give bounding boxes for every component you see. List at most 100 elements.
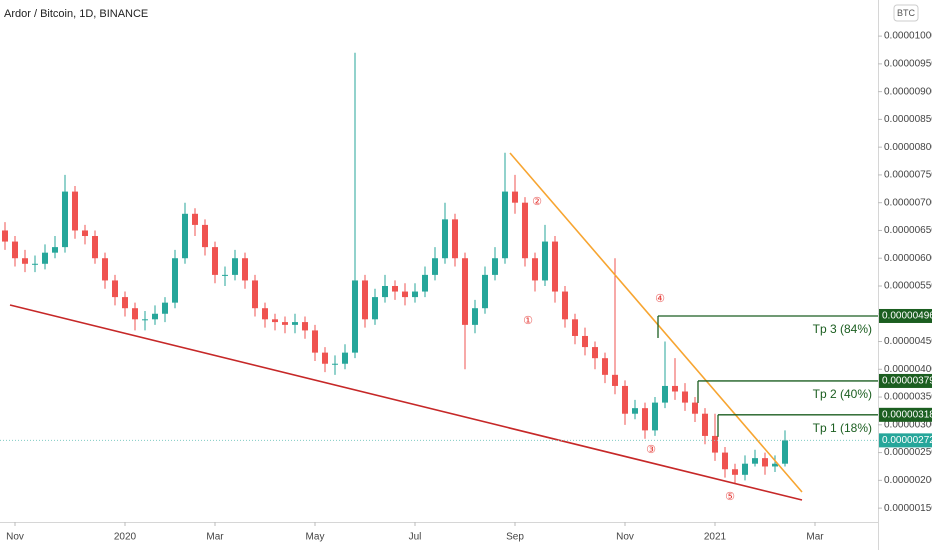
candle-body	[722, 452, 728, 470]
candle-body	[782, 440, 788, 464]
candle-body	[52, 247, 58, 253]
y-tick-label: 0.00000250	[884, 447, 932, 458]
candle-body	[582, 335, 588, 348]
candle-body	[712, 435, 718, 453]
x-tick-label: Mar	[206, 532, 224, 543]
x-tick-label: Nov	[616, 532, 634, 543]
candle-body	[502, 191, 508, 259]
x-tick-label: Sep	[506, 532, 524, 543]
candle-body	[132, 308, 138, 320]
candle-body	[362, 280, 368, 320]
candle-body	[652, 402, 658, 431]
candle-body	[62, 191, 68, 248]
y-tick-label: 0.00000350	[884, 392, 932, 403]
last-price-badge	[879, 433, 932, 448]
candle-body	[602, 358, 608, 375]
candle-body	[172, 258, 178, 303]
resistance-trendline	[509, 152, 803, 493]
candle-body	[182, 213, 188, 259]
y-tick-label: 0.00000200	[884, 475, 932, 486]
last-price-label: 0.00000272	[882, 435, 932, 446]
wave-label: ②	[532, 196, 542, 208]
candle-body	[612, 374, 618, 386]
candle-body	[742, 463, 748, 475]
candle-body	[412, 291, 418, 298]
y-tick-label: 0.00000300	[884, 419, 932, 430]
y-tick-label: 0.00000400	[884, 364, 932, 375]
wave-label: ①	[523, 315, 533, 327]
candle-body	[272, 319, 278, 323]
candle-body	[592, 347, 598, 359]
target-name: Tp 3 (84%)	[813, 322, 872, 336]
candle-body	[392, 285, 398, 292]
candle-body	[432, 258, 438, 275]
candle-body	[322, 352, 328, 364]
candle-body	[102, 258, 108, 281]
candle-body	[72, 191, 78, 231]
candle-body	[292, 322, 298, 325]
target-badge	[879, 373, 932, 388]
candle-body	[212, 247, 218, 275]
currency-badge	[893, 4, 919, 22]
candle-body	[2, 230, 8, 242]
candle-body	[242, 258, 248, 281]
candle-body	[682, 391, 688, 403]
candle-body	[662, 385, 668, 403]
candle-body	[702, 413, 708, 436]
support-trendline	[9, 304, 803, 501]
y-tick-label: 0.00000800	[884, 142, 932, 153]
y-tick-label: 0.00000950	[884, 59, 932, 70]
y-tick-label: 0.00001000	[884, 31, 932, 42]
candle-body	[192, 213, 198, 225]
candle-body	[382, 285, 388, 298]
x-tick-label: Nov	[6, 532, 24, 543]
wave-label: ④	[655, 293, 665, 305]
candle-body	[352, 280, 358, 353]
candle-body	[762, 458, 768, 467]
candle-body	[162, 302, 168, 314]
candle-body	[222, 274, 228, 276]
candle-body	[752, 458, 758, 464]
y-tick-label: 0.00000550	[884, 281, 932, 292]
candle-body	[542, 241, 548, 281]
candle-body	[462, 258, 468, 325]
y-tick-label: 0.00000450	[884, 336, 932, 347]
candle-body	[732, 469, 738, 475]
candle-body	[532, 258, 538, 281]
candle-body	[262, 308, 268, 320]
candle-body	[472, 308, 478, 325]
y-tick-label: 0.00000750	[884, 170, 932, 181]
target-name: Tp 1 (18%)	[813, 421, 872, 435]
candle-body	[482, 274, 488, 309]
candle-body	[82, 230, 88, 237]
x-tick-label: 2021	[704, 532, 727, 543]
candle-body	[22, 258, 28, 264]
target-badge	[879, 407, 932, 422]
candle-body	[772, 463, 778, 467]
y-tick-label: 0.00000850	[884, 114, 932, 125]
candle-body	[92, 236, 98, 259]
candle-body	[312, 330, 318, 353]
candle-body	[32, 263, 38, 265]
y-tick-label: 0.00000150	[884, 503, 932, 514]
target-badge	[879, 308, 932, 323]
candle-body	[142, 319, 148, 321]
candle-body	[232, 258, 238, 275]
candle-body	[552, 241, 558, 292]
candle-body	[692, 402, 698, 414]
y-tick-label: 0.00000600	[884, 253, 932, 264]
candle-body	[112, 280, 118, 298]
candle-body	[642, 408, 648, 431]
candle-body	[672, 385, 678, 392]
chart-title: Ardor / Bitcoin, 1D, BINANCE	[4, 8, 148, 20]
candle-body	[422, 274, 428, 292]
candle-body	[632, 408, 638, 414]
candle-body	[492, 258, 498, 275]
candles	[2, 52, 788, 484]
x-tick-label: May	[306, 532, 325, 543]
candle-body	[562, 291, 568, 320]
x-tick-label: Jul	[409, 532, 422, 543]
x-tick-label: 2020	[114, 532, 137, 543]
candle-body	[122, 297, 128, 309]
candle-body	[442, 219, 448, 259]
